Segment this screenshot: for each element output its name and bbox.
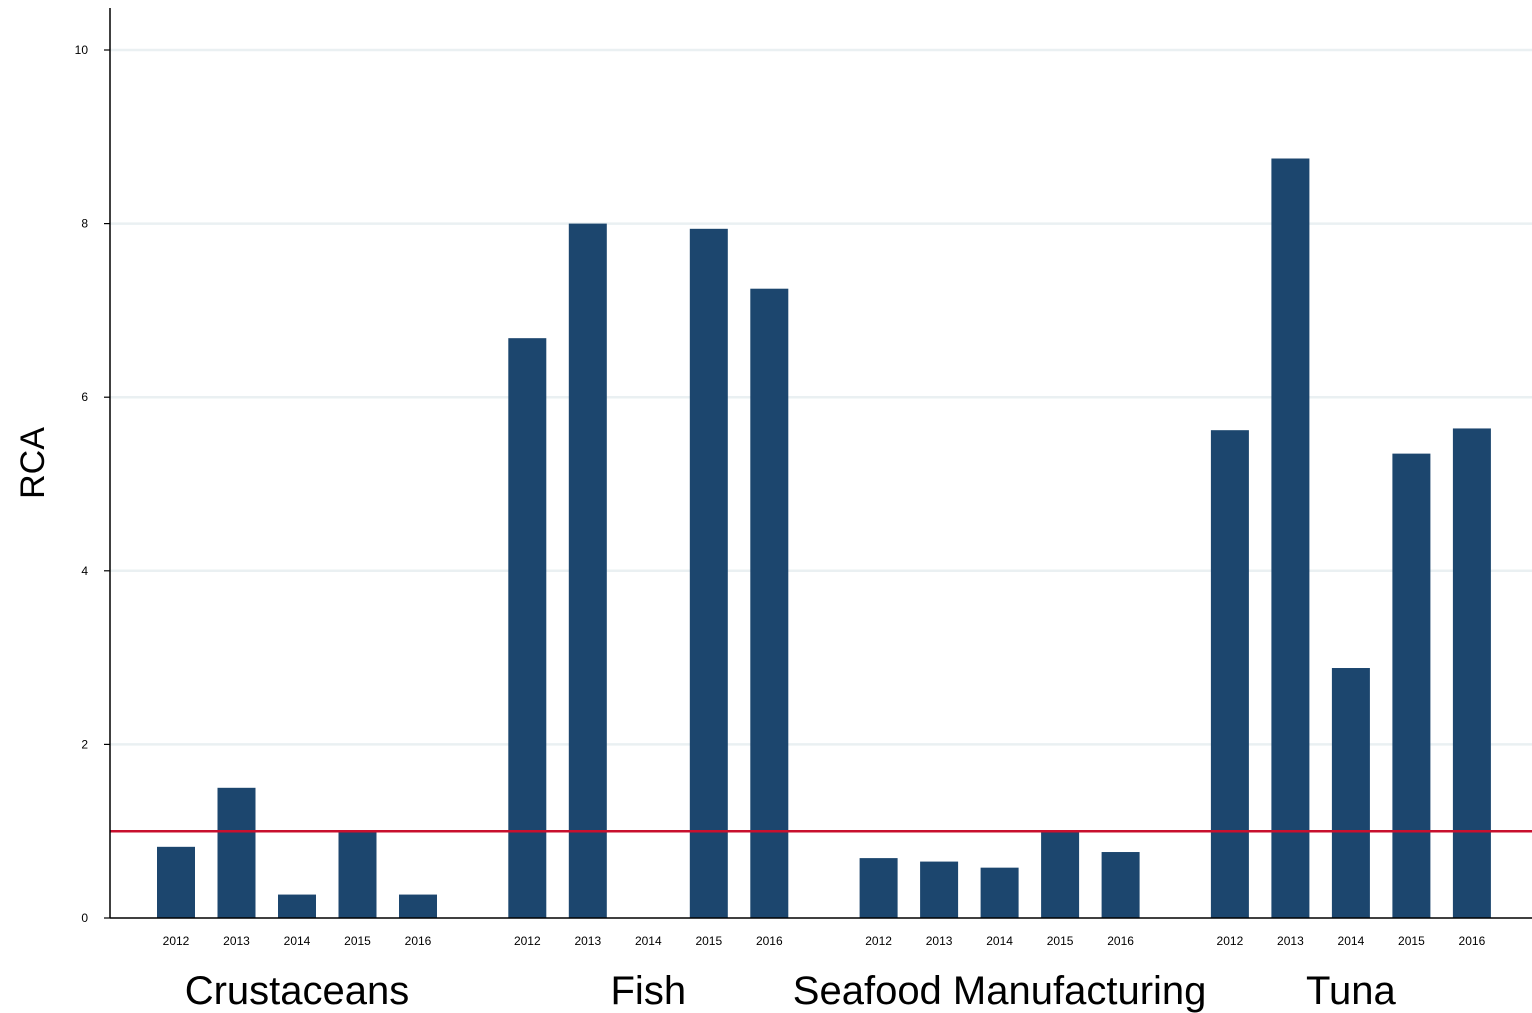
bar (689, 228, 728, 919)
bar (1041, 831, 1080, 918)
x-tick-label: 2013 (223, 934, 250, 948)
x-tick-label: 2015 (695, 934, 722, 948)
x-tick-label: 2016 (756, 934, 783, 948)
bar (508, 338, 547, 918)
bar (568, 223, 607, 919)
x-tick-label: 2016 (1107, 934, 1134, 948)
y-tick-label: 8 (81, 217, 88, 231)
bar (980, 867, 1019, 918)
bar (278, 894, 316, 918)
x-tick-label: 2014 (284, 934, 311, 948)
x-tick-label: 2014 (1338, 934, 1365, 948)
bar (399, 894, 437, 918)
x-tick-label: 2015 (344, 934, 371, 948)
bar (1452, 428, 1491, 918)
y-tick-label: 0 (81, 911, 88, 925)
bar (920, 861, 959, 918)
x-tick-label: 2013 (926, 934, 953, 948)
y-ticks: 0 2 4 6 8 10 (75, 43, 110, 925)
group-label: Tuna (1306, 969, 1396, 1013)
group-label: Seafood Manufacturing (793, 969, 1207, 1013)
bar (338, 831, 377, 918)
x-labels: 2012 2013 2014 2015 2016 Crustaceans 2012 2013 2… (163, 934, 1486, 1013)
gridlines (110, 48, 1532, 746)
group-label: Fish (611, 969, 687, 1013)
x-tick-label: 2014 (635, 934, 662, 948)
group-label: Crustaceans (185, 969, 410, 1013)
y-tick-label: 4 (81, 564, 88, 578)
x-tick-label: 2016 (405, 934, 432, 948)
bar (1392, 453, 1431, 918)
x-tick-label: 2012 (514, 934, 541, 948)
x-tick-label: 2013 (574, 934, 601, 948)
x-tick-label: 2016 (1459, 934, 1486, 948)
bar (750, 288, 789, 918)
bar (217, 787, 256, 918)
y-tick-label: 2 (81, 737, 88, 751)
bar (1271, 158, 1310, 918)
bar (1210, 430, 1249, 918)
y-tick-label: 10 (75, 43, 89, 57)
y-axis-title: RCA (14, 427, 52, 499)
x-tick-label: 2012 (865, 934, 892, 948)
x-tick-label: 2012 (163, 934, 190, 948)
x-tick-label: 2012 (1217, 934, 1244, 948)
bar (157, 846, 195, 918)
bar (859, 858, 898, 918)
x-tick-label: 2013 (1277, 934, 1304, 948)
x-tick-label: 2015 (1398, 934, 1425, 948)
bar (1101, 852, 1140, 918)
y-tick-label: 6 (81, 390, 88, 404)
bars (157, 158, 1491, 919)
x-tick-label: 2015 (1047, 934, 1074, 948)
bar (1331, 668, 1370, 918)
x-tick-label: 2014 (986, 934, 1013, 948)
